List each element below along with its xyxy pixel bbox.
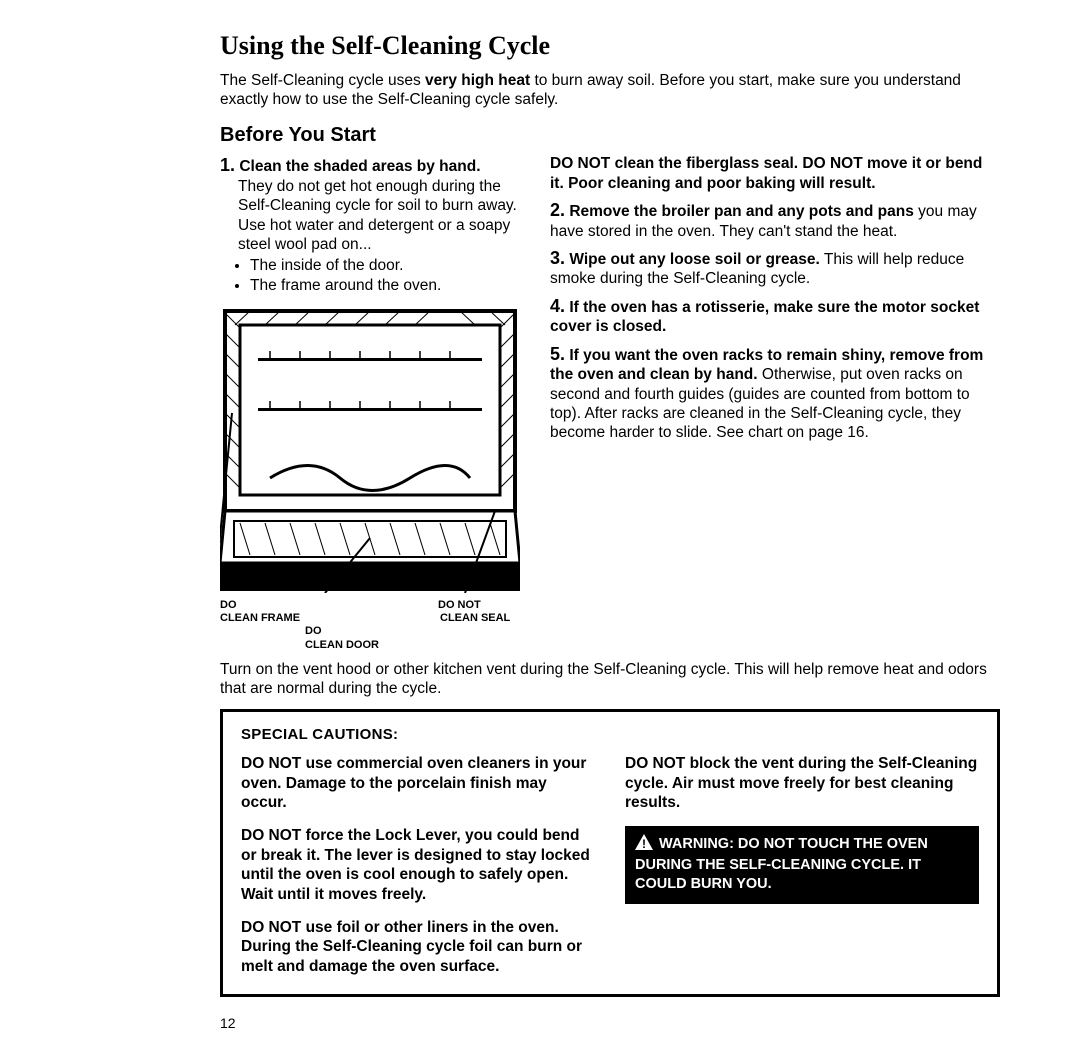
oven-diagram: DO DO NOT CLEAN FRAME CLEAN SEAL DO CLEA… xyxy=(220,303,520,652)
step-5: 5. If you want the oven racks to remain … xyxy=(550,343,1000,443)
caution-1: DO NOT use commercial oven cleaners in y… xyxy=(241,754,595,812)
warning-text: WARNING: DO NOT TOUCH THE OVEN DURING TH… xyxy=(635,836,928,892)
svg-text:!: ! xyxy=(642,837,646,850)
step-1-bullet-1: The inside of the door. xyxy=(250,256,520,275)
step-1-body: They do not get hot enough during the Se… xyxy=(220,177,520,255)
vent-note: Turn on the vent hood or other kitchen v… xyxy=(220,660,1000,699)
diagram-clean-seal: CLEAN SEAL xyxy=(440,612,510,624)
intro-text: The Self-Cleaning cycle uses very high h… xyxy=(220,71,1000,110)
intro-bold: very high heat xyxy=(425,72,530,89)
step-1: 1. Clean the shaded areas by hand. They … xyxy=(220,154,520,295)
step-2-bold: Remove the broiler pan and any pots and … xyxy=(565,203,914,220)
fiberglass-bold: DO NOT clean the fiberglass seal. DO NOT… xyxy=(550,155,982,191)
step-5-num: 5. xyxy=(550,344,565,364)
caution-4: DO NOT block the vent during the Self-Cl… xyxy=(625,754,979,812)
warning-icon: ! xyxy=(635,834,653,856)
step-4-num: 4. xyxy=(550,296,565,316)
step-1-bullet-2: The frame around the oven. xyxy=(250,276,520,295)
special-cautions-box: SPECIAL CAUTIONS: DO NOT use commercial … xyxy=(220,709,1000,998)
step-1-bold: Clean the shaded areas by hand. xyxy=(235,158,481,175)
diagram-do-2: DO xyxy=(305,625,322,637)
step-2-num: 2. xyxy=(550,200,565,220)
step-1-num: 1. xyxy=(220,155,235,175)
caution-2: DO NOT force the Lock Lever, you could b… xyxy=(241,826,595,904)
oven-svg xyxy=(220,303,520,593)
diagram-clean-frame: CLEAN FRAME xyxy=(220,612,300,624)
step-3-num: 3. xyxy=(550,248,565,268)
warning-box: ! WARNING: DO NOT TOUCH THE OVEN DURING … xyxy=(625,826,979,904)
caution-3: DO NOT use foil or other liners in the o… xyxy=(241,918,595,976)
step-3-bold: Wipe out any loose soil or grease. xyxy=(565,251,820,268)
fiberglass-warning: DO NOT clean the fiberglass seal. DO NOT… xyxy=(550,154,1000,193)
step-4-bold: If the oven has a rotisserie, make sure … xyxy=(550,299,979,336)
diagram-clean-door: CLEAN DOOR xyxy=(305,639,379,651)
special-cautions-head: SPECIAL CAUTIONS: xyxy=(241,726,979,745)
intro-pre: The Self-Cleaning cycle uses xyxy=(220,72,425,89)
step-2: 2. Remove the broiler pan and any pots a… xyxy=(550,199,1000,241)
step-4: 4. If the oven has a rotisserie, make su… xyxy=(550,295,1000,337)
diagram-donot: DO NOT xyxy=(438,599,481,611)
subhead-before: Before You Start xyxy=(220,123,1000,148)
page-number: 12 xyxy=(220,1015,1000,1033)
page-title: Using the Self-Cleaning Cycle xyxy=(220,30,1000,63)
step-3: 3. Wipe out any loose soil or grease. Th… xyxy=(550,247,1000,289)
